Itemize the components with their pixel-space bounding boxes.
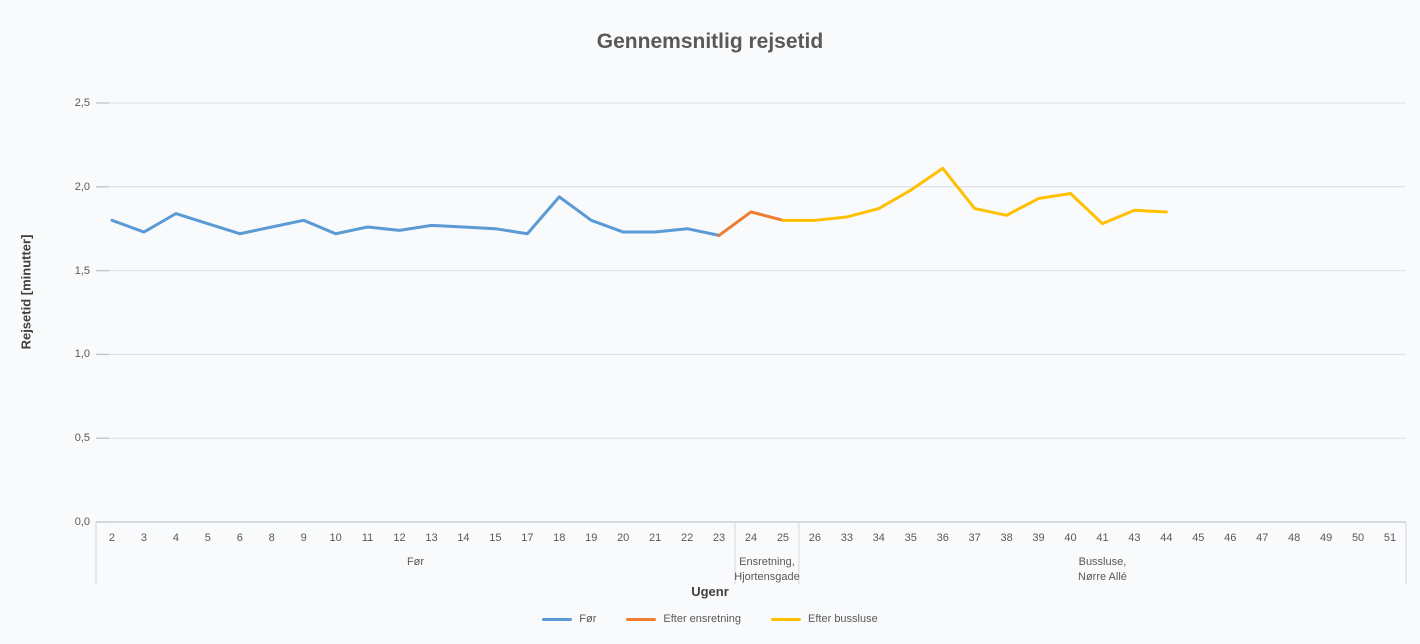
x-tick-label: 50 <box>1351 532 1365 544</box>
x-tick-label: 35 <box>904 532 917 544</box>
legend-swatch-f-r <box>542 617 573 621</box>
y-tick-label: 1,5 <box>74 264 90 277</box>
x-tick-label: 51 <box>1383 532 1397 544</box>
legend-label: Før <box>579 613 597 625</box>
y-tick-label: 0,0 <box>74 515 90 528</box>
x-tick-label: 39 <box>1032 532 1045 544</box>
axis-group-label: Før <box>406 556 425 568</box>
x-tick-label: 3 <box>140 532 147 544</box>
x-tick-label: 44 <box>1160 532 1173 544</box>
x-tick-label: 47 <box>1256 532 1269 544</box>
x-tick-label: 2 <box>108 532 116 544</box>
x-tick-label: 21 <box>649 532 662 544</box>
x-tick-label: 38 <box>1000 532 1013 544</box>
y-tick-label: 0,5 <box>74 431 90 444</box>
x-tick-label: 22 <box>680 532 694 544</box>
x-tick-label: 6 <box>236 532 243 544</box>
x-tick-label: 5 <box>204 532 211 544</box>
series-line-efter-bussluse <box>781 166 1168 226</box>
chart-title: Gennemsnitlig rejsetid <box>596 30 824 53</box>
x-tick-label: 18 <box>553 532 566 544</box>
axis-group-label: Nørre Allé <box>1078 571 1127 583</box>
x-tick-label: 17 <box>521 532 534 544</box>
x-tick-label: 37 <box>968 532 981 544</box>
legend-swatch-efter-ensretning <box>626 617 657 621</box>
x-tick-label: 45 <box>1192 532 1205 544</box>
x-tick-label: 48 <box>1288 532 1301 544</box>
x-tick-label: 9 <box>300 532 307 544</box>
series-line-efter-ensretning <box>717 210 785 237</box>
x-tick-label: 36 <box>936 532 949 544</box>
x-tick-label: 8 <box>268 532 275 544</box>
x-tick-label: 43 <box>1128 532 1141 544</box>
x-tick-label: 25 <box>776 532 790 544</box>
x-tick-label: 15 <box>489 532 502 544</box>
series-line-f-r <box>110 195 721 237</box>
x-tick-label: 13 <box>425 532 438 544</box>
legend-item: Efter bussluse <box>771 613 878 625</box>
y-tick-label: 2,0 <box>74 180 90 193</box>
x-tick-label: 49 <box>1319 532 1333 544</box>
x-tick-label: 24 <box>744 532 758 544</box>
y-tick-label: 2,5 <box>74 96 90 109</box>
y-tick-label: 1,0 <box>74 348 90 361</box>
legend-label: Efter ensretning <box>663 613 742 625</box>
legend-swatch-efter-bussluse <box>771 617 802 621</box>
x-tick-label: 19 <box>585 532 598 544</box>
x-axis-title: Ugenr <box>691 584 729 599</box>
x-tick-label: 14 <box>457 532 470 544</box>
x-tick-label: 20 <box>617 532 630 544</box>
axis-group-label: Bussluse, <box>1078 556 1127 568</box>
legend: Før Efter ensretning Efter bussluse <box>0 613 1420 625</box>
x-tick-label: 41 <box>1096 532 1109 544</box>
x-tick-label: 46 <box>1224 532 1237 544</box>
x-tick-label: 10 <box>329 532 342 544</box>
x-tick-label: 33 <box>840 532 853 544</box>
x-tick-label: 12 <box>393 532 406 544</box>
x-tick-label: 23 <box>712 532 726 544</box>
x-tick-label: 4 <box>172 532 179 544</box>
axis-group-label: Hjortensgade <box>734 571 800 583</box>
x-tick-label: 11 <box>361 532 374 544</box>
x-tick-label: 34 <box>872 532 885 544</box>
legend-item: Efter ensretning <box>626 613 741 625</box>
x-tick-label: 26 <box>808 532 822 544</box>
x-tick-label: 40 <box>1064 532 1077 544</box>
legend-item: Før <box>542 613 596 625</box>
axis-group-label: Ensretning, <box>739 556 795 568</box>
legend-label: Efter bussluse <box>808 613 878 625</box>
